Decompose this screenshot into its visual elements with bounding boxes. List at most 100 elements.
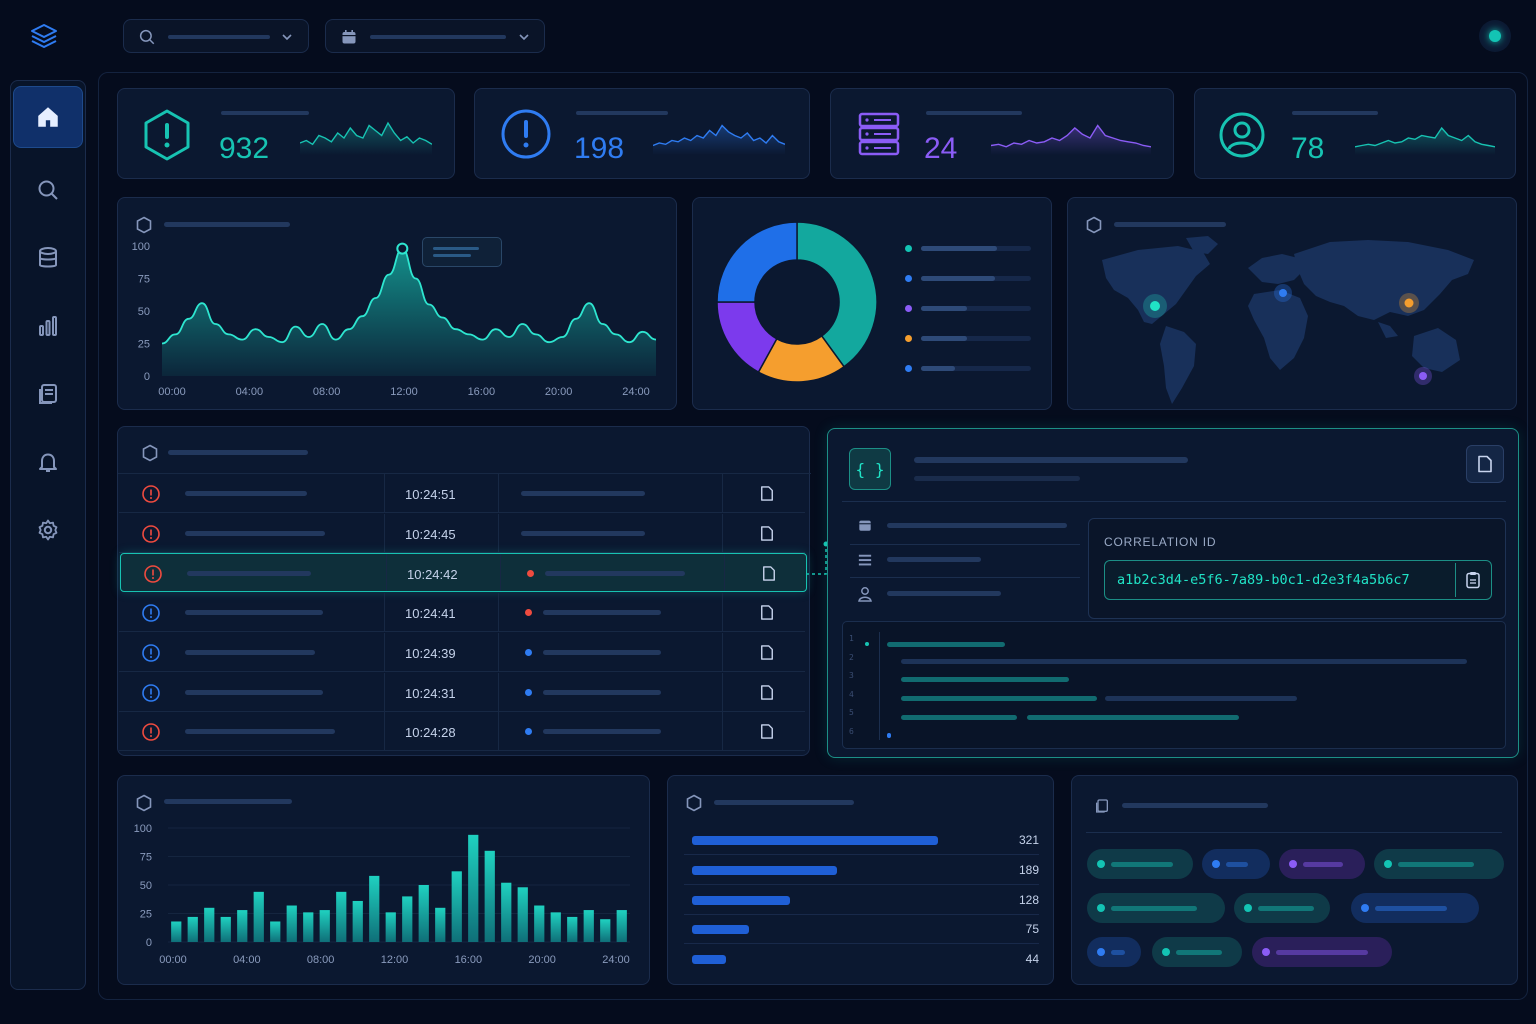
- search-dropdown[interactable]: [123, 19, 309, 53]
- sidebar-item-settings[interactable]: [13, 501, 83, 559]
- sidebar-item-alerts[interactable]: [13, 433, 83, 491]
- bar[interactable]: [616, 910, 627, 942]
- legend-item[interactable]: [903, 332, 1033, 346]
- table-row[interactable]: 10:24:41: [119, 593, 805, 633]
- peak-marker[interactable]: [396, 242, 409, 255]
- file-icon[interactable]: [760, 525, 774, 542]
- legend-item[interactable]: [903, 242, 1033, 256]
- bar[interactable]: [534, 905, 545, 942]
- table-row[interactable]: 10:24:45: [119, 513, 805, 553]
- stat-card-issues[interactable]: 198: [474, 88, 810, 179]
- line-number: 1: [849, 634, 854, 643]
- table-row[interactable]: 10:24:28: [119, 712, 805, 752]
- status-dot: [527, 570, 534, 578]
- row-detail-line: [521, 491, 645, 496]
- world-map-panel: [1067, 197, 1517, 410]
- bar[interactable]: [435, 907, 446, 942]
- area-fill: [162, 248, 656, 376]
- file-icon[interactable]: [760, 644, 774, 661]
- file-icon[interactable]: [762, 565, 776, 582]
- app-logo[interactable]: [28, 20, 60, 52]
- stat-card-users[interactable]: 78: [1194, 88, 1516, 179]
- bar[interactable]: [583, 910, 594, 942]
- bar[interactable]: [303, 912, 314, 942]
- hbar[interactable]: [692, 895, 791, 905]
- bar[interactable]: [187, 916, 198, 942]
- tag-chip[interactable]: [1087, 937, 1141, 967]
- bar[interactable]: [319, 910, 330, 942]
- event-time: 10:24:31: [405, 685, 456, 701]
- bar[interactable]: [567, 916, 578, 942]
- bar[interactable]: [253, 891, 264, 942]
- calendar-icon: [342, 30, 356, 44]
- legend-track: [921, 336, 1031, 341]
- hbar[interactable]: [692, 836, 938, 845]
- stat-label-line: [1292, 111, 1378, 115]
- table-row[interactable]: 10:24:31: [119, 672, 805, 712]
- bar[interactable]: [237, 910, 248, 942]
- legend-item[interactable]: [903, 302, 1033, 316]
- tag-chip[interactable]: [1087, 893, 1225, 923]
- tooltip: [422, 237, 502, 267]
- sidebar-item-database[interactable]: [13, 229, 83, 287]
- correlation-id-field[interactable]: a1b2c3d4-e5f6-7a89-b0c1-d2e3f4a5b6c7: [1104, 560, 1492, 600]
- bar[interactable]: [369, 875, 380, 942]
- bar[interactable]: [286, 905, 297, 942]
- sidebar-item-analytics[interactable]: [13, 297, 83, 355]
- bar[interactable]: [336, 891, 347, 942]
- row-detail-line: [543, 649, 661, 655]
- file-icon[interactable]: [760, 723, 774, 740]
- bar[interactable]: [220, 916, 231, 942]
- bar[interactable]: [600, 919, 611, 942]
- divider: [850, 544, 1080, 545]
- tag-label-line: [1176, 949, 1222, 955]
- table-row[interactable]: 10:24:51: [119, 474, 805, 513]
- bar[interactable]: [270, 921, 281, 942]
- legend-item[interactable]: [903, 362, 1033, 376]
- sidebar-item-documents[interactable]: [13, 365, 83, 423]
- tag-chip[interactable]: [1252, 937, 1392, 967]
- hbar[interactable]: [692, 955, 726, 965]
- sidebar-item-home[interactable]: [13, 86, 83, 148]
- bar[interactable]: [484, 850, 495, 942]
- file-icon[interactable]: [760, 684, 774, 701]
- copy-button[interactable]: [1466, 445, 1504, 483]
- line-number: 2: [849, 652, 854, 662]
- table-row[interactable]: 10:24:42: [120, 553, 807, 593]
- json-format-button[interactable]: { }: [849, 448, 891, 490]
- bar[interactable]: [550, 912, 561, 942]
- donut-slice[interactable]: [716, 221, 798, 303]
- stat-card-alerts[interactable]: 932: [117, 88, 455, 179]
- tag-chip[interactable]: [1351, 893, 1479, 923]
- hbar[interactable]: [692, 925, 750, 935]
- hexagon-icon: [686, 794, 702, 812]
- bar[interactable]: [171, 921, 182, 942]
- file-icon[interactable]: [760, 485, 774, 502]
- donut-slice[interactable]: [796, 221, 878, 368]
- sidebar-item-search[interactable]: [13, 161, 83, 219]
- tag-chip[interactable]: [1234, 893, 1330, 923]
- bar[interactable]: [352, 900, 363, 942]
- tag-chip[interactable]: [1087, 849, 1193, 879]
- event-detail-panel: { } CORRELATION ID a1b2c3d4-e5f6-7a89-b0…: [827, 428, 1519, 758]
- date-range-dropdown[interactable]: [325, 19, 545, 53]
- bar[interactable]: [402, 896, 413, 942]
- tag-chip[interactable]: [1152, 937, 1242, 967]
- tag-chip[interactable]: [1374, 849, 1504, 879]
- bar[interactable]: [517, 887, 528, 942]
- bar[interactable]: [418, 885, 429, 942]
- bar[interactable]: [501, 882, 512, 942]
- tag-chip[interactable]: [1279, 849, 1365, 879]
- hbar[interactable]: [692, 865, 837, 875]
- bar[interactable]: [451, 871, 462, 942]
- legend-bar: [921, 276, 995, 281]
- copy-id-button[interactable]: [1455, 563, 1489, 597]
- bar[interactable]: [204, 907, 215, 942]
- bar[interactable]: [385, 912, 396, 942]
- legend-item[interactable]: [903, 272, 1033, 286]
- file-icon[interactable]: [760, 604, 774, 621]
- tag-chip[interactable]: [1202, 849, 1270, 879]
- bar[interactable]: [468, 834, 479, 942]
- table-row[interactable]: 10:24:39: [119, 632, 805, 672]
- stat-card-servers[interactable]: 24: [830, 88, 1174, 179]
